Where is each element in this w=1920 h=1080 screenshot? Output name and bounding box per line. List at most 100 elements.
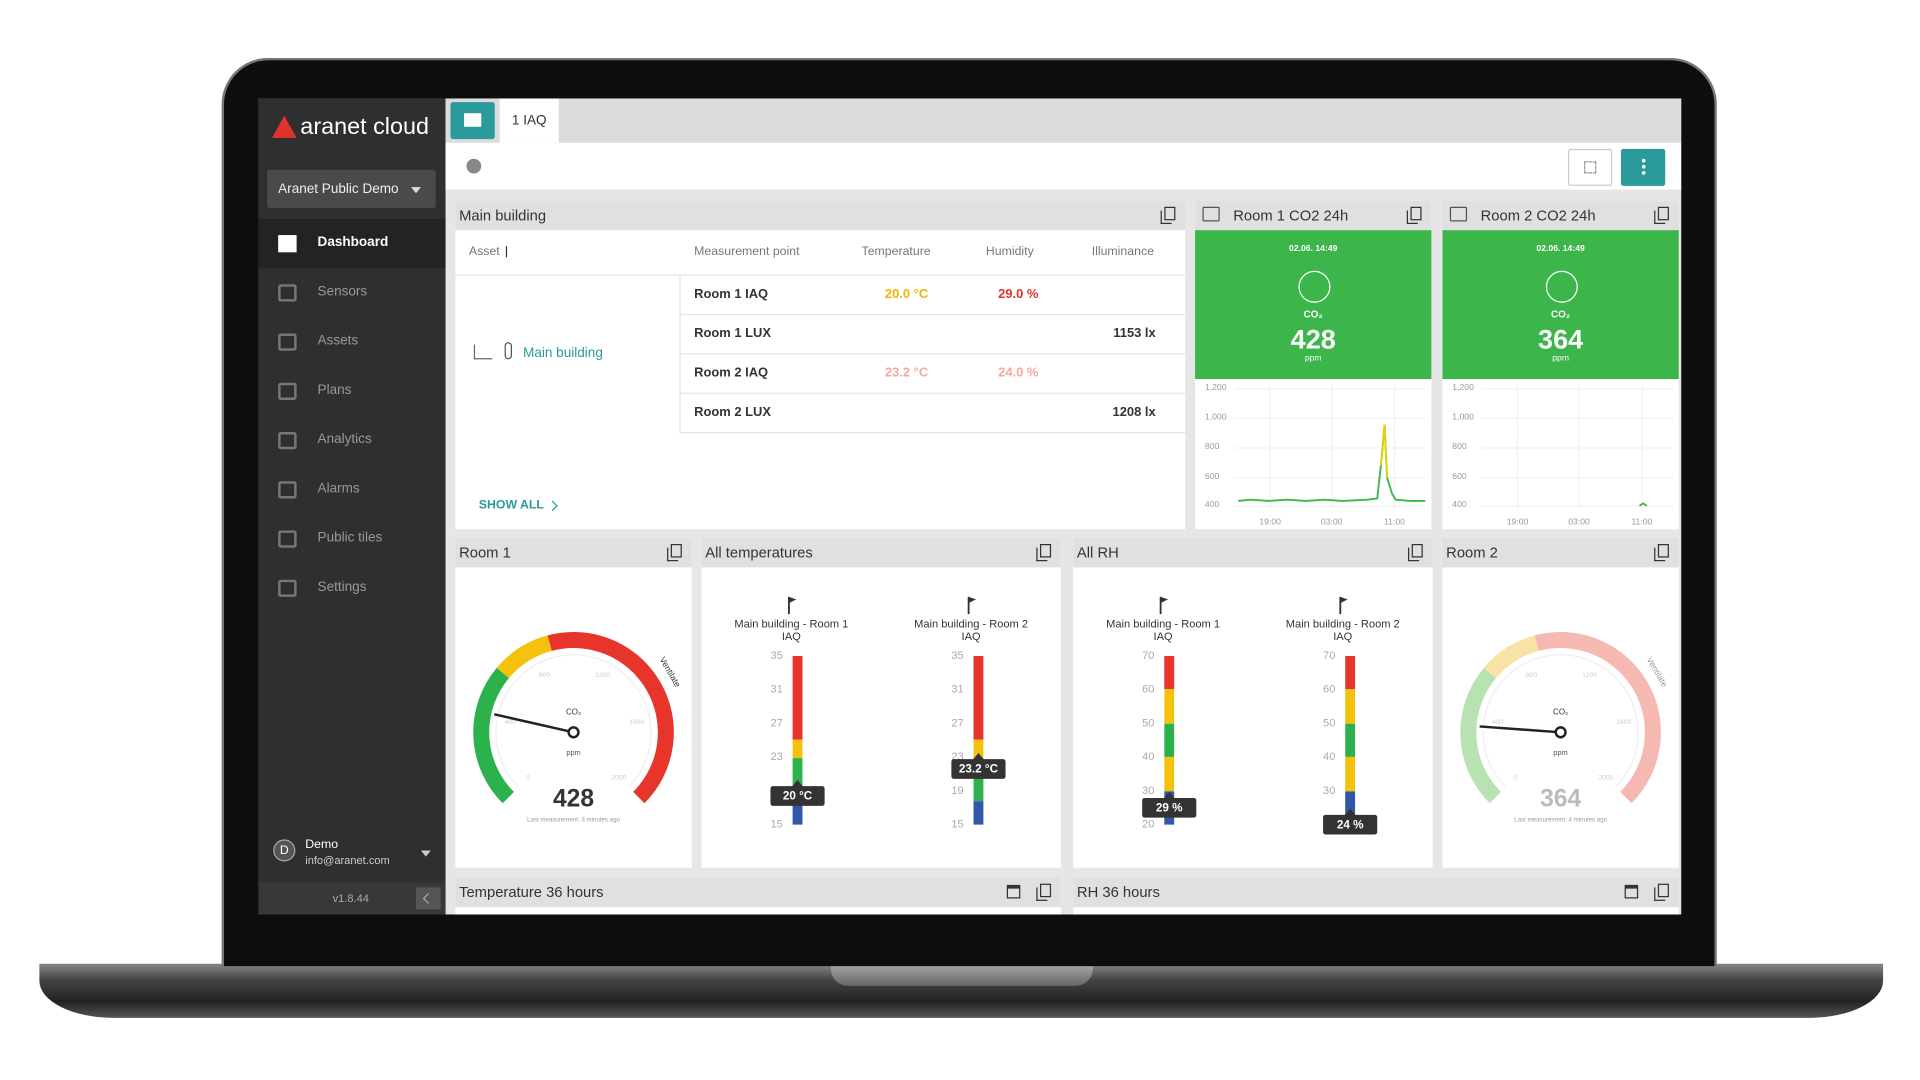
tile-header: All temperatures [701,537,1061,568]
bar-segment [792,739,803,759]
tile-header: Temperature 36 hours [455,877,1061,908]
collapse-button[interactable] [416,887,441,910]
nav-item[interactable]: Public tiles [258,514,445,563]
bar-tick-label: 20 [1142,819,1154,831]
bar-segment [1345,656,1356,690]
copy-icon[interactable] [670,544,682,558]
sort-arrow [505,246,508,258]
copy-icon[interactable] [1410,206,1422,221]
tab[interactable]: 1 IAQ [499,98,559,143]
gauge-note: Last measurement: 4 minutes ago [1514,816,1607,823]
show-all-link[interactable]: SHOW ALL [478,498,544,513]
y-tick-label: 400 [1204,500,1220,510]
value-marker [1163,791,1176,800]
menu-button[interactable] [1620,148,1666,186]
nav-label: Plans [317,382,352,398]
copy-icon[interactable] [1040,544,1052,558]
row-divider [679,313,1186,316]
gauge-tick-label: 0 [1513,774,1517,781]
bar-tick-label: 35 [951,650,963,662]
tab-label: 1 IAQ [511,113,547,129]
measurement-point: Room 1 IAQ [694,286,769,302]
copy-icon[interactable] [1411,544,1423,558]
tile-title: Room 1 [459,544,511,562]
gauge-note: Last measurement: 3 minutes ago [527,816,620,823]
y-tick-label: 600 [1452,472,1467,482]
copy-icon-back [1654,547,1666,562]
fullscreen-button[interactable] [1568,148,1613,186]
nav-item[interactable]: Settings [258,564,445,613]
copy-icon[interactable] [1164,206,1176,221]
nav-item[interactable]: Assets [258,318,445,367]
calendar-icon[interactable] [1624,884,1639,899]
sensor-name: Main building - Room 1 IAQ [1106,617,1221,643]
copy-icon-back [1160,210,1172,225]
nav-item[interactable]: Analytics [258,416,445,465]
bar-tick-label: 31 [951,684,963,696]
gauge-tick-label: 2000 [611,774,626,781]
toolbar [445,142,1682,190]
nav-icon [278,432,297,450]
version: v1.8.44 [332,892,369,905]
x-tick-label: 19:00 [1259,518,1281,527]
co2-status: 02.06. 14:49 CO₂ 364 ppm [1442,230,1679,380]
bar-segment [1345,756,1356,792]
nav-item[interactable]: Sensors [258,268,445,317]
user-avatar: D [273,839,296,862]
dashboard-icon [464,113,482,127]
copy-icon[interactable] [1657,883,1669,898]
y-tick-label: 1,000 [1452,413,1474,423]
screen: aranet cloud Aranet Public Demo Dashboard S… [258,98,1682,915]
copy-icon-back [1654,887,1666,901]
co2-value: 428 [1290,323,1336,355]
asset-link[interactable]: Main building [523,345,603,361]
gauge-unit: ppm [1553,748,1567,757]
copy-icon[interactable] [1657,206,1669,221]
tile: RH 36 hours [1073,877,1679,915]
y-tick-label: 600 [1204,472,1220,482]
bar-segment [973,656,984,740]
illuminance-value: 1208 lx [1112,404,1156,420]
dashboard-button[interactable] [450,102,495,140]
tile-header: Room 1 [455,537,692,568]
co2-chart [1481,384,1674,510]
bar-tick-label: 19 [951,785,963,797]
nav-item[interactable]: Plans [258,367,445,416]
public-tile-icon [1202,206,1220,222]
gauge-hub [1554,726,1567,739]
co2-unit: ppm [1552,354,1570,364]
nav-label: Assets [317,333,359,349]
nav-icon [278,235,297,253]
bar-segment [1164,723,1175,757]
gauge-inner-arc [1482,654,1639,788]
gauge-value: 364 [1540,786,1581,813]
tile-header: Main building [455,200,1186,231]
tile: All temperatures 35 31 27 23 19 15 20 °C 35 31 27 2… [701,537,1061,868]
calendar-icon[interactable] [1006,884,1021,899]
gauge-tick-label: 1600 [629,719,644,726]
gauge-segment [496,635,552,679]
measurement-time: 02.06. 14:49 [1289,244,1338,254]
y-tick-label: 400 [1452,500,1467,510]
co2-line [1238,424,1426,502]
tile-header: Room 2 [1442,537,1679,568]
gauge-segment [547,632,674,804]
org-dropdown[interactable]: Aranet Public Demo [267,169,436,209]
row-divider [679,432,1186,434]
bar-segment [1345,791,1356,825]
user-email: info@aranet.com [305,854,390,867]
public-tile-icon [1449,206,1468,222]
bar-segment [1345,689,1356,724]
copy-icon[interactable] [1040,883,1052,898]
info-icon[interactable] [466,158,482,174]
nav-item[interactable]: Dashboard [258,219,446,269]
gauge-segment [473,667,515,804]
gauge-segment [1483,635,1540,679]
copy-icon[interactable] [1657,544,1669,558]
bar-tick-label: 60 [1323,684,1335,696]
copy-icon-back [1654,210,1666,225]
bar-segment [792,801,803,825]
nav-item[interactable]: Alarms [258,465,445,514]
laptop-notch [830,963,1093,986]
bar-segment [792,758,803,802]
